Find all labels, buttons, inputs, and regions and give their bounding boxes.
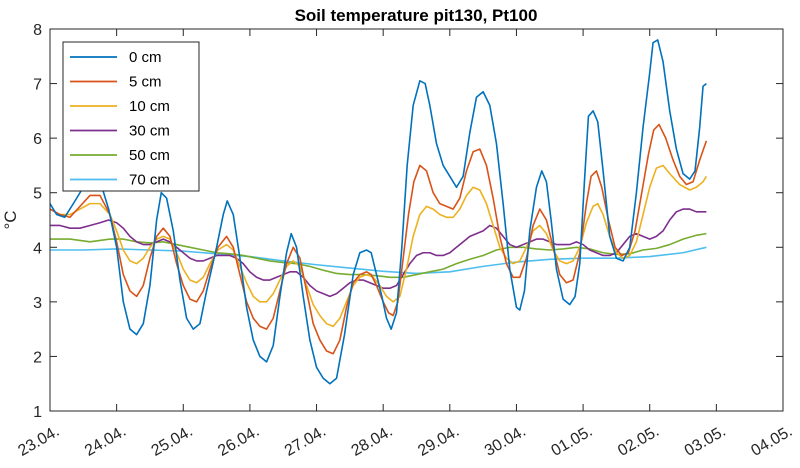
legend-label: 50 cm xyxy=(129,147,170,164)
chart-title: Soil temperature pit130, Pt100 xyxy=(295,6,538,25)
axes-box xyxy=(49,28,784,412)
series-line-50-cm xyxy=(50,232,707,279)
legend: 0 cm 5 cm 10 cm 30 cm 50 cm 70 cm xyxy=(62,41,200,192)
legend-label: 10 cm xyxy=(129,98,170,115)
legend-label: 30 cm xyxy=(129,123,170,140)
y-tick-label: 6 xyxy=(33,131,42,148)
y-axis-label: °C xyxy=(1,210,20,229)
legend-box xyxy=(62,41,200,192)
legend-label: 70 cm xyxy=(129,172,170,189)
y-tick-label: 4 xyxy=(33,240,42,257)
y-tick-label: 8 xyxy=(33,22,42,39)
y-tick-label: 3 xyxy=(33,295,42,312)
series-line-70-cm xyxy=(50,246,707,275)
y-tick-label: 1 xyxy=(33,404,42,421)
y-tick-label: 2 xyxy=(33,349,42,366)
legend-label: 0 cm xyxy=(129,49,162,66)
series-layer xyxy=(49,39,708,385)
series-line-0-cm xyxy=(49,39,707,385)
y-tick-label: 7 xyxy=(33,77,42,94)
y-tick-label: 5 xyxy=(33,186,42,203)
legend-label: 5 cm xyxy=(129,74,162,91)
